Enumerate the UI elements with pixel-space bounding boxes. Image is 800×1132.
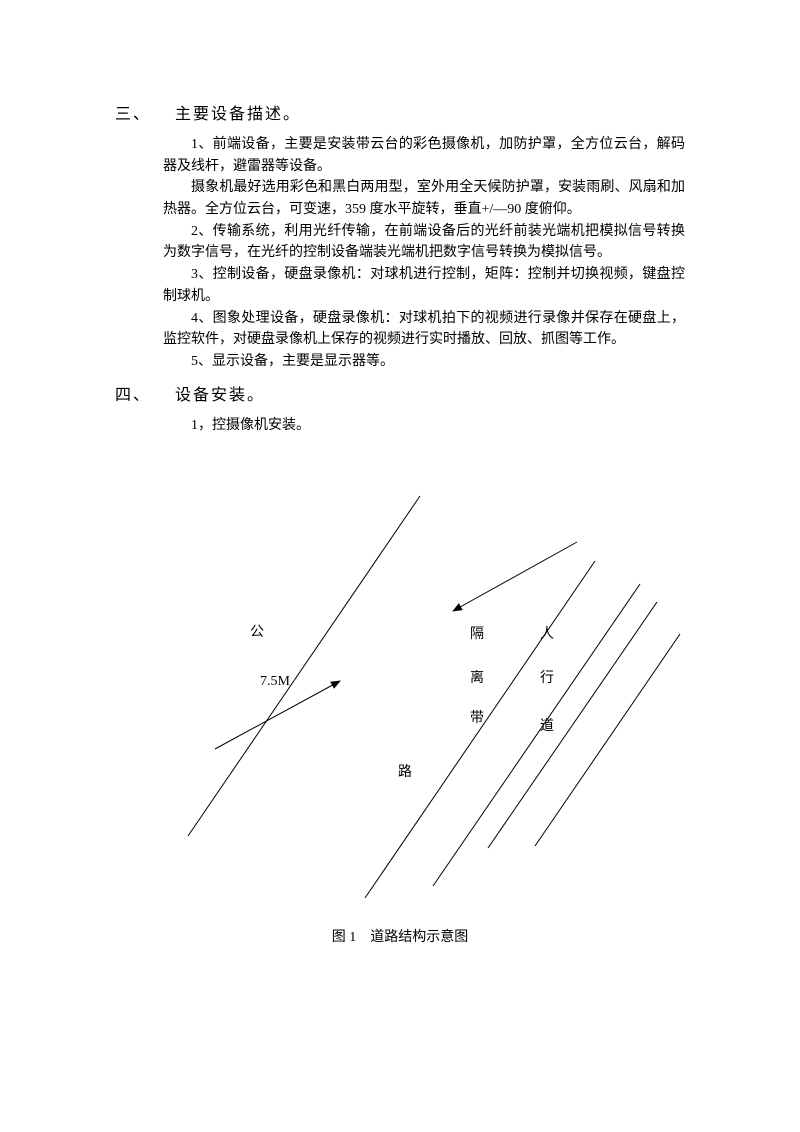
section-3-p6: 5、显示设备，主要是显示器等。 bbox=[163, 351, 685, 373]
section-3-p1: 1、前端设备，主要是安装带云台的彩色摄像机，加防护罩，全方位云台，解码器及线杆，… bbox=[163, 134, 685, 177]
label-ren: 人 bbox=[540, 624, 554, 646]
road-diagram-svg bbox=[115, 476, 685, 906]
label-dao: 道 bbox=[540, 716, 554, 738]
section-3-p4: 3、控制设备，硬盘录像机：对球机进行控制，矩阵：控制并切换视频，键盘控制球机。 bbox=[163, 264, 685, 307]
label-measurement: 7.5M bbox=[260, 674, 290, 690]
label-li: 离 bbox=[470, 668, 484, 690]
section-3-p3: 2、传输系统，利用光纤传输，在前端设备后的光纤前装光端机把模拟信号转换为数字信号… bbox=[163, 221, 685, 264]
label-dai: 带 bbox=[470, 708, 484, 730]
road-diagram: 公 7.5M 路 隔 离 带 人 行 道 bbox=[115, 476, 685, 906]
section-3-body: 1、前端设备，主要是安装带云台的彩色摄像机，加防护罩，全方位云台，解码器及线杆，… bbox=[115, 134, 685, 373]
figure-caption: 图 1 道路结构示意图 bbox=[115, 926, 685, 946]
section-4-p1: 1，控摄像机安装。 bbox=[163, 415, 685, 437]
section-3-p2: 摄象机最好选用彩色和黑白两用型，室外用全天候防护罩，安装雨刷、风扇和加热器。全方… bbox=[163, 177, 685, 220]
section-3-heading: 三、 主要设备描述。 bbox=[115, 100, 685, 124]
section-4-heading: 四、 设备安装。 bbox=[115, 381, 685, 405]
section-3-number: 三、 bbox=[115, 100, 151, 124]
section-4-number: 四、 bbox=[115, 381, 151, 405]
section-4-body: 1，控摄像机安装。 bbox=[115, 415, 685, 437]
section-4-title: 设备安装。 bbox=[175, 381, 265, 405]
label-xing: 行 bbox=[540, 668, 554, 690]
section-3-title: 主要设备描述。 bbox=[175, 100, 301, 124]
section-3-p5: 4、图象处理设备，硬盘录像机：对球机拍下的视频进行录像并保存在硬盘上，监控软件，… bbox=[163, 308, 685, 351]
label-gong: 公 bbox=[250, 621, 264, 641]
label-lu: 路 bbox=[398, 761, 412, 781]
label-ge: 隔 bbox=[470, 624, 484, 646]
